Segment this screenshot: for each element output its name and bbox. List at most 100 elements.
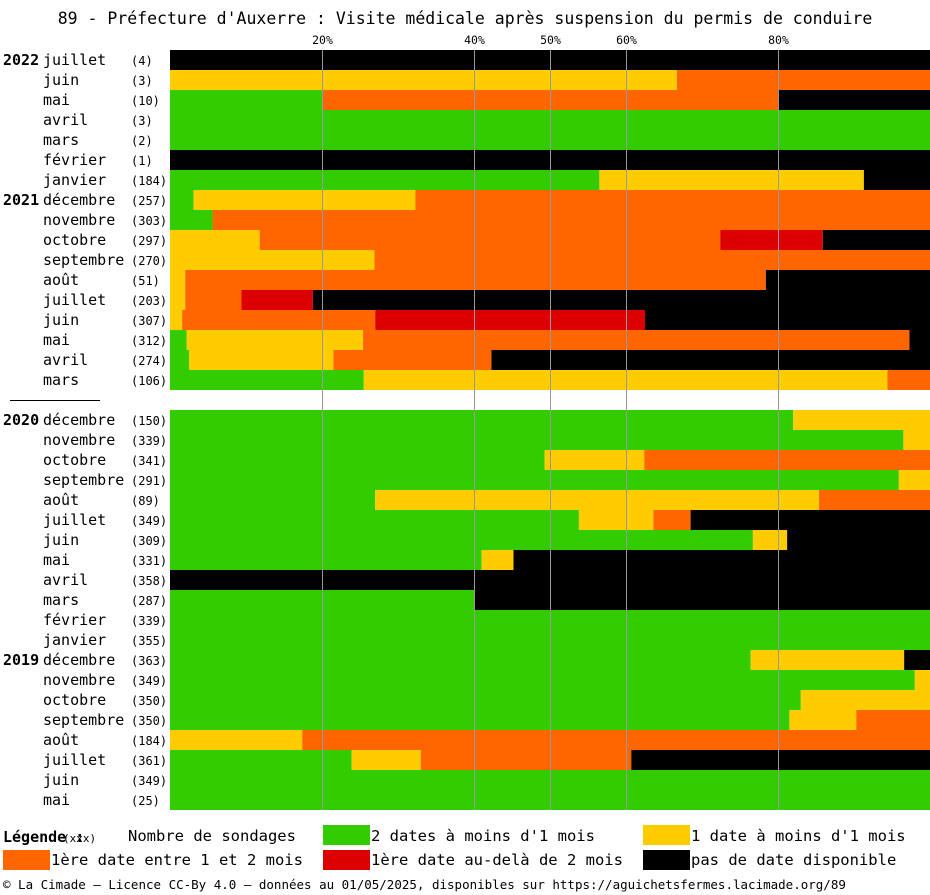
- bar-segment-yellow: [793, 410, 930, 430]
- bar-segment-orange: [819, 490, 930, 510]
- count-label: (270): [131, 254, 167, 268]
- bar-segment-yellow: [898, 470, 930, 490]
- bar-segment-green: [170, 370, 364, 390]
- bar-segment-black: [690, 510, 930, 530]
- bar-segment-green: [170, 490, 376, 510]
- x-tick-label: 40%: [464, 33, 485, 47]
- bar-segment-orange: [653, 510, 691, 530]
- chart-title: 89 - Préfecture d'Auxerre : Visite médic…: [57, 9, 873, 28]
- count-label: (358): [131, 574, 167, 588]
- count-label: (10): [131, 94, 160, 108]
- stacked-bar-chart: 2022 juillet (4)juin (3)mai (10)avril (3)mars…: [3, 33, 930, 810]
- bar-segment-green: [170, 190, 194, 210]
- month-label: septembre: [43, 251, 124, 269]
- bar-segment-black: [909, 330, 930, 350]
- year-label: 2021: [3, 191, 39, 209]
- bar-segment-green: [170, 650, 751, 670]
- month-label: mars: [43, 131, 79, 149]
- count-label: (1): [131, 154, 153, 168]
- bar-segment-yellow: [170, 230, 260, 250]
- month-label: mai: [43, 91, 70, 109]
- month-label: janvier: [43, 631, 106, 649]
- legend: Légende : (xxx) Nombre de sondages 2 dat…: [0, 823, 930, 873]
- bar-segment-green: [170, 430, 904, 450]
- bar-segment-yellow: [903, 430, 930, 450]
- bar-segment-orange: [185, 290, 242, 310]
- bar-segment-black: [822, 230, 930, 250]
- bar-segment-orange: [212, 210, 930, 230]
- bar-segment-orange: [185, 270, 766, 290]
- month-label: juillet: [43, 751, 106, 769]
- bar-segment-orange: [182, 310, 376, 330]
- legend-label-yellow: 1 date à moins d'1 mois: [691, 827, 906, 845]
- bar-segment-black: [631, 750, 930, 770]
- bar-segment-yellow: [914, 670, 930, 690]
- month-label: décembre: [43, 191, 115, 209]
- month-label: avril: [43, 111, 88, 129]
- bar-segment-yellow: [170, 70, 677, 90]
- bar-segment-yellow: [578, 510, 654, 530]
- month-label: avril: [43, 571, 88, 589]
- bar-segment-orange: [333, 350, 492, 370]
- bar-segment-yellow: [375, 490, 820, 510]
- bar-segment-green: [170, 470, 899, 490]
- month-label: août: [43, 491, 79, 509]
- bar-segment-yellow: [186, 330, 364, 350]
- bar-segment-orange: [420, 750, 632, 770]
- count-label: (341): [131, 454, 167, 468]
- x-tick-label: 50%: [540, 33, 561, 47]
- legend-swatch-green: [323, 825, 370, 845]
- month-label: septembre: [43, 471, 124, 489]
- bar-segment-yellow: [170, 310, 183, 330]
- legend-count-label: Nombre de sondages: [128, 827, 296, 845]
- month-label: novembre: [43, 671, 115, 689]
- count-label: (307): [131, 314, 167, 328]
- legend-label-red: 1ère date au-delà de 2 mois: [371, 851, 623, 869]
- month-label: octobre: [43, 691, 106, 709]
- bar-segment-green: [170, 410, 794, 430]
- month-label: décembre: [43, 411, 115, 429]
- legend-label-orange: 1ère date entre 1 et 2 mois: [51, 851, 303, 869]
- x-tick-label: 60%: [616, 33, 637, 47]
- x-tick-label: 80%: [768, 33, 789, 47]
- bar-segment-yellow: [363, 370, 888, 390]
- bar-segment-red: [241, 290, 313, 310]
- count-label: (339): [131, 614, 167, 628]
- bar-segment-green: [170, 750, 352, 770]
- legend-swatch-orange: [3, 850, 50, 870]
- legend-swatch-black: [643, 850, 690, 870]
- month-label: février: [43, 611, 106, 629]
- bar-segment-green: [170, 330, 187, 350]
- bar-segment-yellow: [170, 730, 303, 750]
- month-label: juin: [43, 311, 79, 329]
- count-label: (349): [131, 774, 167, 788]
- count-label: (184): [131, 734, 167, 748]
- count-label: (363): [131, 654, 167, 668]
- month-label: août: [43, 271, 79, 289]
- month-label: juin: [43, 71, 79, 89]
- bar-segment-orange: [676, 70, 930, 90]
- month-label: février: [43, 151, 106, 169]
- bar-segment-yellow: [351, 750, 421, 770]
- bar-segment-black: [863, 170, 930, 190]
- bar-segment-black: [513, 550, 930, 570]
- bar-segment-green: [170, 530, 753, 550]
- year-label: 2019: [3, 651, 39, 669]
- count-label: (4): [131, 54, 153, 68]
- month-label: mai: [43, 331, 70, 349]
- bar-segment-yellow: [193, 190, 416, 210]
- legend-title: Légende :: [3, 828, 85, 846]
- year-label: 2022: [3, 51, 39, 69]
- count-label: (89): [131, 494, 160, 508]
- bar-segment-green: [170, 450, 545, 470]
- month-label: mars: [43, 591, 79, 609]
- count-label: (350): [131, 694, 167, 708]
- bar-segment-black: [904, 650, 930, 670]
- bar-segment-black: [474, 590, 930, 610]
- bar-segment-black: [312, 290, 930, 310]
- bar-segment-yellow: [800, 690, 930, 710]
- count-label: (361): [131, 754, 167, 768]
- month-label: avril: [43, 351, 88, 369]
- bar-segment-red: [720, 230, 823, 250]
- bar-segment-black: [787, 530, 930, 550]
